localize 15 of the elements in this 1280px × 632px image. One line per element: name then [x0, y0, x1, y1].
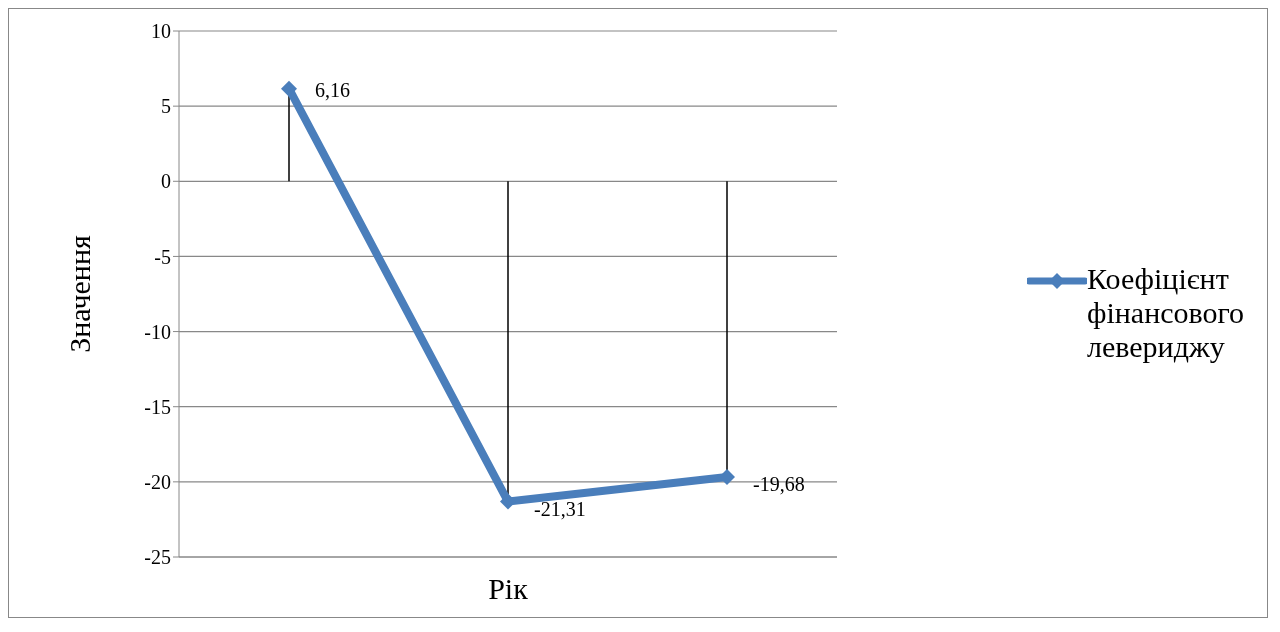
legend-label: Коефіцієнт фінансового левериджу: [1087, 262, 1245, 364]
x-axis-title: Рік: [488, 572, 529, 605]
y-tick-label: 10: [151, 20, 171, 43]
data-label: -19,68: [753, 473, 805, 496]
y-tick-label: -10: [144, 320, 171, 343]
y-tick-label: -15: [144, 395, 171, 418]
y-tick-label: -20: [144, 470, 171, 493]
y-tick-label: -25: [144, 546, 171, 569]
y-axis-title: Значення: [62, 235, 96, 353]
data-label: 6,16: [315, 78, 350, 101]
data-label: -21,31: [534, 497, 586, 520]
y-tick-label: 0: [161, 170, 171, 193]
y-tick-label: 5: [161, 95, 171, 118]
point: [281, 80, 297, 97]
y-tick-label: -5: [154, 245, 171, 268]
